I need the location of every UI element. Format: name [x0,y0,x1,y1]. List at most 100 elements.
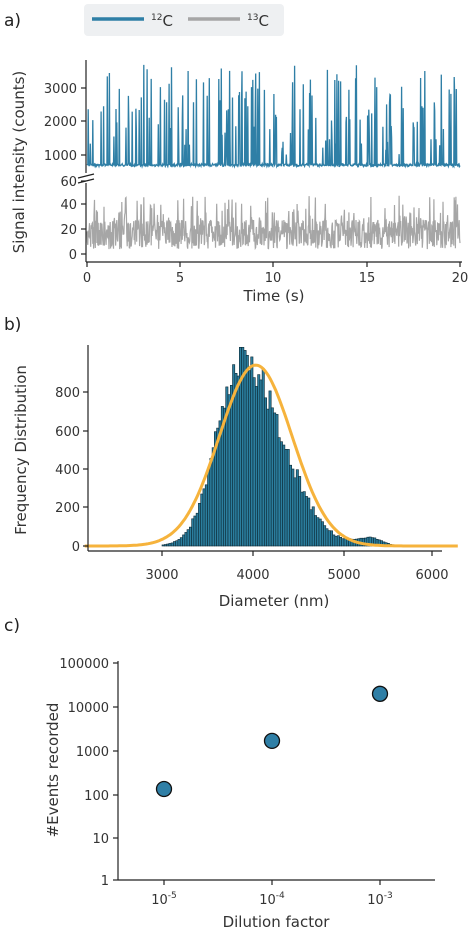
x-ticks-c: 10-5 10-4 10-3 [151,880,393,908]
x-tick-label: 6000 [415,568,448,583]
y-tick-label: 200 [55,501,80,516]
legend-label-12c: 12C [151,12,173,30]
histogram-bar [261,368,265,547]
y-tick-label: 10000 [68,701,109,716]
histogram-bar [318,518,322,547]
x-tick-label: 15 [359,271,376,286]
y-axis-label-b: Frequency Distribution [12,365,30,535]
x-tick-label: 0 [83,271,91,286]
x-tick-label: 10-3 [367,891,393,908]
x-tick-label: 4000 [236,568,269,583]
scatter-point [371,685,389,702]
y-tick-label: 100 [84,789,109,804]
histogram-bar [289,464,292,547]
histogram-bar [161,544,165,547]
series-line-13c [86,195,461,251]
y-tick-label: 800 [55,386,80,401]
y-tick-label: 3000 [44,82,77,97]
series-12c [86,64,461,169]
histogram [161,346,406,547]
histogram-bar [279,441,283,547]
lower-y-ticks: 60 40 20 0 [60,175,86,263]
histogram-bar [341,538,345,547]
histogram-bar [298,476,302,547]
scatter-point [263,732,281,750]
histogram-bar [243,350,247,547]
x-tick-label: 20 [452,271,469,286]
histogram-bar [282,444,286,547]
x-tick-label: 10 [265,271,282,286]
gaussian-fit-curve [84,363,458,548]
panel-a: a) 12C 13C 3000 2000 1 [4,4,468,305]
histogram-bar [307,497,311,547]
y-ticks-b: 0 200 400 600 800 [55,386,88,555]
x-tick-label: 10-4 [259,891,285,908]
y-tick-label: 20 [60,223,77,238]
histogram-bar [293,477,297,547]
histogram-bar [345,539,349,547]
legend-background [84,4,284,36]
histogram-bar [189,526,192,547]
histogram-bar [195,512,199,547]
x-axis-label-c: Dilution factor [223,913,331,931]
histogram-bar [164,544,167,547]
x-tick-label: 5000 [327,568,360,583]
legend-label-13c: 13C [247,12,269,30]
histogram-bar [177,539,181,547]
panel-b-label: b) [4,315,21,335]
y-tick-label: 0 [69,248,77,263]
histogram-bar [316,517,320,547]
histogram-bar [202,488,206,547]
histogram-bar [327,530,331,547]
histogram-bar [273,412,277,547]
y-tick-label: 1000 [44,149,77,164]
histogram-bar [270,407,274,547]
histogram-bar [207,470,211,547]
histogram-bar [234,372,238,547]
histogram-bar [268,390,272,547]
x-axis-label-a: Time (s) [243,287,305,305]
x-tick-label: 3000 [145,568,178,583]
legend-a: 12C 13C [84,4,284,36]
histogram-bar [182,534,186,547]
y-tick-label: 1 [101,874,109,889]
histogram-bar [252,377,256,547]
panel-b: b) 0 200 400 600 800 3000 4000 5000 6000 [4,315,458,610]
panel-a-label: a) [4,11,21,31]
histogram-bar [170,542,174,547]
histogram-bar [259,379,263,547]
histogram-bar [325,528,329,547]
histogram-bar [255,386,258,547]
histogram-bar [198,502,201,547]
scatter-points [155,685,389,798]
scatter-point [155,780,173,798]
histogram-bar [204,484,208,547]
histogram-bar [209,458,213,547]
histogram-bar [193,515,197,547]
series-line-12c [86,64,461,169]
x-ticks-b: 3000 4000 5000 6000 [145,551,449,583]
histogram-bar [248,370,251,547]
axis-break-mark-top [77,173,95,179]
y-axis-label-c: #Events recorded [44,703,62,838]
histogram-bar [227,394,231,547]
y-tick-label: 2000 [44,115,77,130]
histogram-bar [300,491,304,547]
histogram-bar [179,537,183,547]
histogram-bar [311,506,315,547]
x-tick-label: 10-5 [151,891,177,908]
histogram-bar [186,529,190,547]
series-13c [86,195,461,251]
histogram-bar [314,515,317,547]
histogram-bar [323,525,327,547]
histogram-bar [304,496,308,547]
y-tick-label: 40 [60,198,77,213]
x-ticks-a: 0 5 10 15 20 [83,262,468,286]
histogram-bar [295,469,299,547]
histogram-bar [173,541,176,547]
y-tick-label: 600 [55,425,80,440]
upper-y-ticks: 3000 2000 1000 [44,82,86,164]
histogram-bar [250,356,254,547]
histogram-bar [286,449,290,547]
